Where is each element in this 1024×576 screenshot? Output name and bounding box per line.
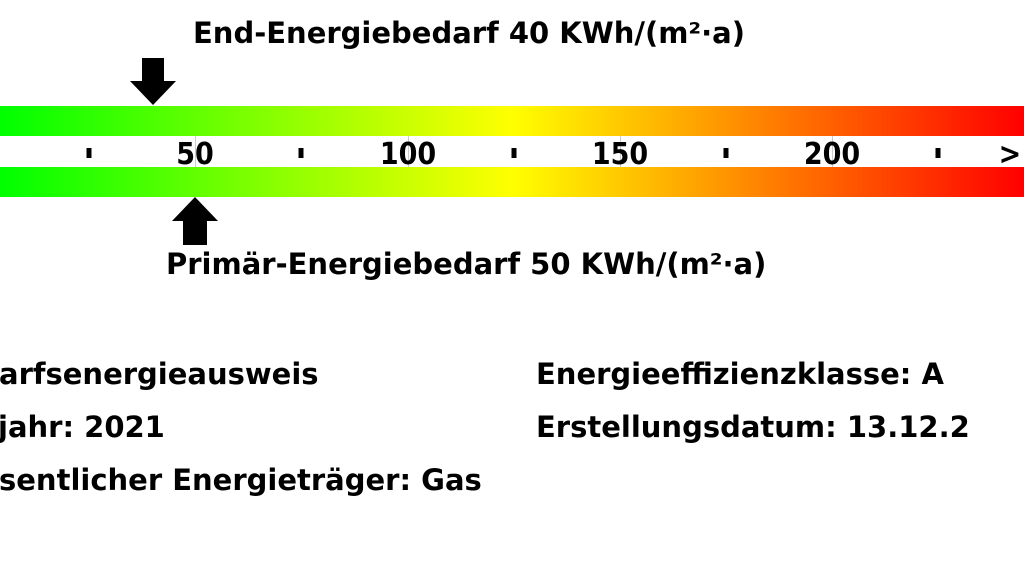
scale-tick [723, 148, 729, 158]
scale-gridline [407, 136, 409, 167]
certificate-type: arfsenergieausweis [0, 357, 319, 391]
scale-tick [298, 148, 304, 158]
scale-label: 150 [591, 137, 648, 172]
scale-gridline [619, 136, 621, 167]
scale-tick [935, 148, 941, 158]
energy-carrier: sentlicher Energieträger: Gas [0, 463, 482, 497]
creation-date: Erstellungsdatum: 13.12.2 [536, 410, 970, 444]
primary-energy-title: Primär-Energiebedarf 50 KWh/(m²·a) [166, 247, 767, 281]
scale-label: 50 [176, 137, 215, 172]
arrow-up-icon [171, 197, 219, 249]
scale-label: 100 [379, 137, 436, 172]
end-energy-title: End-Energiebedarf 40 KWh/(m²·a) [193, 16, 745, 50]
primary-energy-gradient-bar [0, 167, 1024, 197]
scale-gridline [195, 136, 197, 167]
construction-year: jahr: 2021 [0, 410, 165, 444]
scale-label: > [998, 137, 1022, 172]
scale-tick [511, 148, 517, 158]
scale-gridline [832, 136, 833, 167]
end-energy-gradient-bar [0, 106, 1024, 136]
efficiency-class: Energieeffizienzklasse: A [536, 357, 944, 391]
scale-label: 200 [803, 137, 861, 172]
scale-tick [86, 148, 92, 158]
arrow-down-icon [129, 58, 177, 110]
